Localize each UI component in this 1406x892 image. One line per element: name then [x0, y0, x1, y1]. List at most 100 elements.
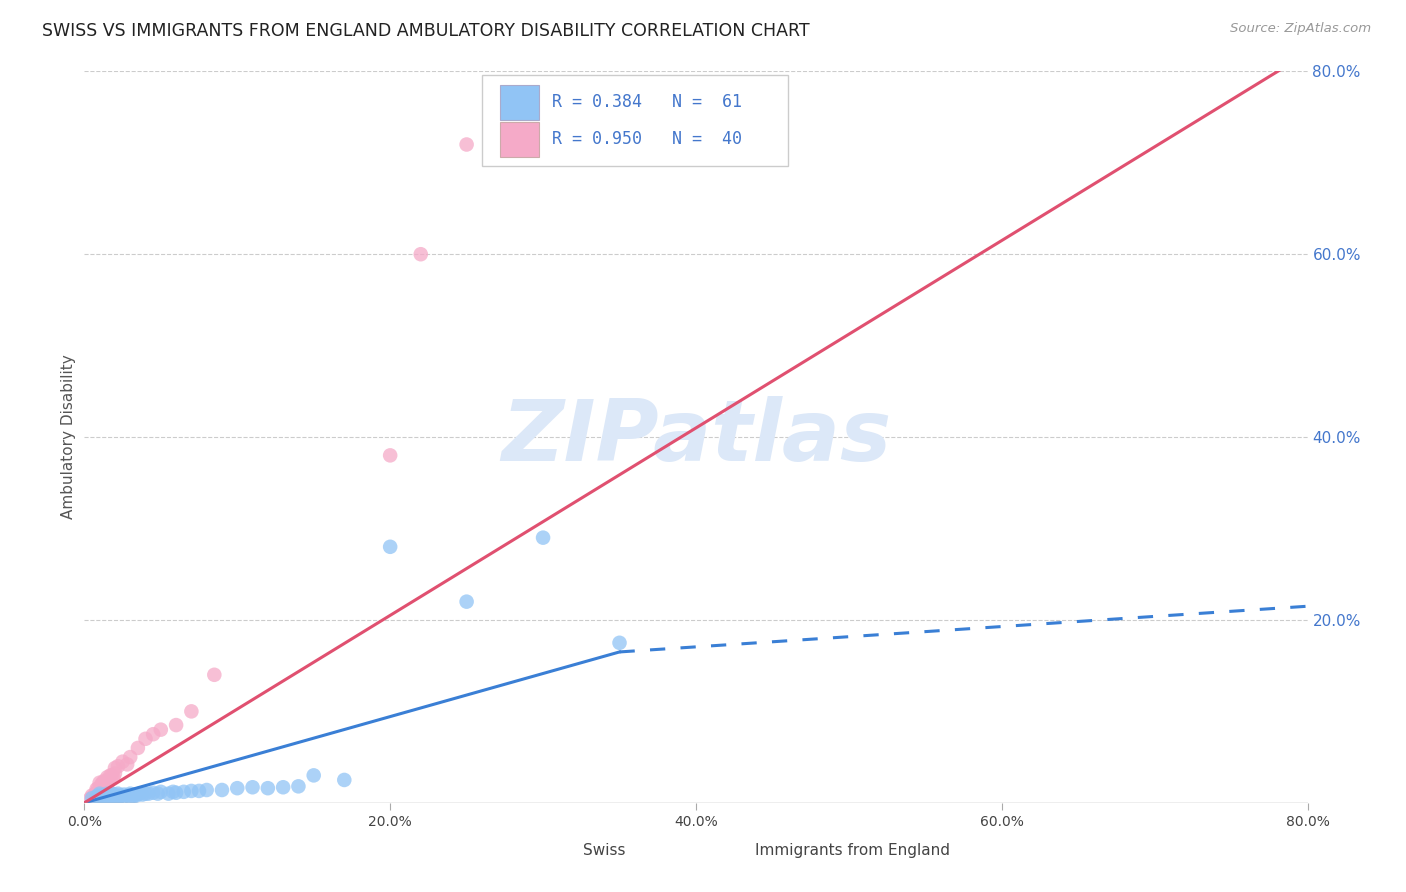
Point — [80, 791, 103, 805]
Point — [96, 787, 118, 801]
Point — [120, 790, 142, 805]
Point — [257, 781, 280, 796]
Point — [103, 770, 125, 784]
Point — [380, 448, 402, 462]
Point — [89, 783, 111, 797]
Point — [98, 789, 121, 803]
Point — [91, 782, 114, 797]
Point — [157, 787, 180, 801]
Point — [135, 787, 157, 801]
Point — [93, 789, 115, 803]
Point — [101, 768, 124, 782]
Point — [83, 789, 105, 804]
Point — [89, 789, 111, 803]
Point — [146, 787, 169, 801]
Point — [110, 789, 132, 803]
Point — [111, 790, 134, 805]
Point — [89, 775, 111, 789]
Point — [87, 787, 110, 801]
Point — [120, 750, 142, 764]
Point — [149, 723, 172, 737]
Point — [108, 789, 131, 804]
Point — [89, 787, 111, 801]
Point — [86, 782, 108, 797]
Point — [96, 791, 118, 805]
Point — [271, 780, 294, 795]
Point — [409, 247, 432, 261]
Point — [93, 791, 115, 805]
Point — [97, 788, 120, 802]
Point — [107, 787, 129, 801]
Point — [86, 789, 108, 804]
Point — [242, 780, 264, 795]
Y-axis label: Ambulatory Disability: Ambulatory Disability — [60, 355, 76, 519]
Point — [456, 594, 478, 608]
Point — [302, 768, 325, 782]
Text: Immigrants from England: Immigrants from England — [755, 843, 949, 858]
Point — [79, 791, 101, 805]
Point — [101, 787, 124, 801]
Point — [128, 787, 150, 801]
Point — [107, 791, 129, 805]
Point — [531, 531, 554, 545]
Point — [97, 772, 120, 787]
FancyBboxPatch shape — [482, 75, 787, 167]
Point — [96, 778, 118, 792]
Point — [162, 785, 184, 799]
Point — [104, 791, 127, 805]
FancyBboxPatch shape — [501, 122, 540, 157]
Point — [86, 789, 108, 804]
Point — [94, 789, 117, 804]
Point — [111, 755, 134, 769]
Point — [112, 788, 135, 802]
Point — [90, 778, 112, 792]
Point — [115, 757, 138, 772]
Point — [188, 784, 211, 798]
Point — [165, 786, 187, 800]
FancyBboxPatch shape — [541, 839, 576, 861]
Point — [87, 781, 110, 796]
Point — [90, 790, 112, 805]
Point — [142, 786, 165, 800]
Point — [89, 789, 111, 804]
Text: Source: ZipAtlas.com: Source: ZipAtlas.com — [1230, 22, 1371, 36]
Point — [180, 705, 202, 719]
FancyBboxPatch shape — [711, 839, 748, 861]
Point — [104, 766, 127, 780]
Point — [104, 761, 127, 775]
Point — [93, 773, 115, 788]
Text: ZIPatlas: ZIPatlas — [501, 395, 891, 479]
Point — [80, 789, 103, 803]
Text: R = 0.950   N =  40: R = 0.950 N = 40 — [551, 130, 741, 148]
Point — [97, 790, 120, 805]
Point — [98, 791, 121, 805]
Point — [91, 775, 114, 789]
Point — [138, 787, 160, 801]
Point — [211, 783, 233, 797]
Point — [98, 768, 121, 782]
Point — [122, 789, 145, 804]
Point — [91, 789, 114, 803]
Text: SWISS VS IMMIGRANTS FROM ENGLAND AMBULATORY DISABILITY CORRELATION CHART: SWISS VS IMMIGRANTS FROM ENGLAND AMBULAT… — [42, 22, 810, 40]
Point — [120, 787, 142, 801]
Point — [93, 780, 115, 794]
Point — [105, 789, 128, 804]
Point — [135, 731, 157, 746]
Point — [456, 137, 478, 152]
Point — [333, 772, 356, 787]
Point — [180, 784, 202, 798]
Point — [131, 788, 153, 802]
Point — [124, 788, 146, 802]
Point — [107, 759, 129, 773]
Point — [226, 781, 249, 796]
Point — [89, 791, 111, 805]
Text: R = 0.384   N =  61: R = 0.384 N = 61 — [551, 94, 741, 112]
Point — [173, 785, 195, 799]
Point — [609, 636, 631, 650]
Point — [96, 770, 118, 784]
Text: Swiss: Swiss — [583, 843, 626, 858]
Point — [101, 790, 124, 805]
Point — [90, 787, 112, 801]
Point — [115, 789, 138, 803]
Point — [94, 775, 117, 789]
